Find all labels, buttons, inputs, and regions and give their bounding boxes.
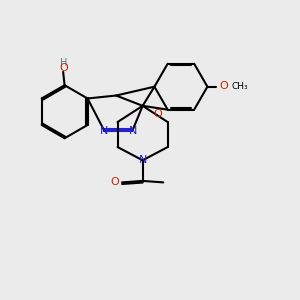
Text: N: N [139,155,147,165]
Text: O: O [220,81,229,91]
Text: N: N [100,126,108,136]
Text: O: O [154,109,163,118]
Text: CH₃: CH₃ [232,82,248,91]
Text: O: O [59,63,68,73]
Text: O: O [110,177,119,188]
Text: H: H [60,58,68,68]
Text: N: N [129,126,137,136]
